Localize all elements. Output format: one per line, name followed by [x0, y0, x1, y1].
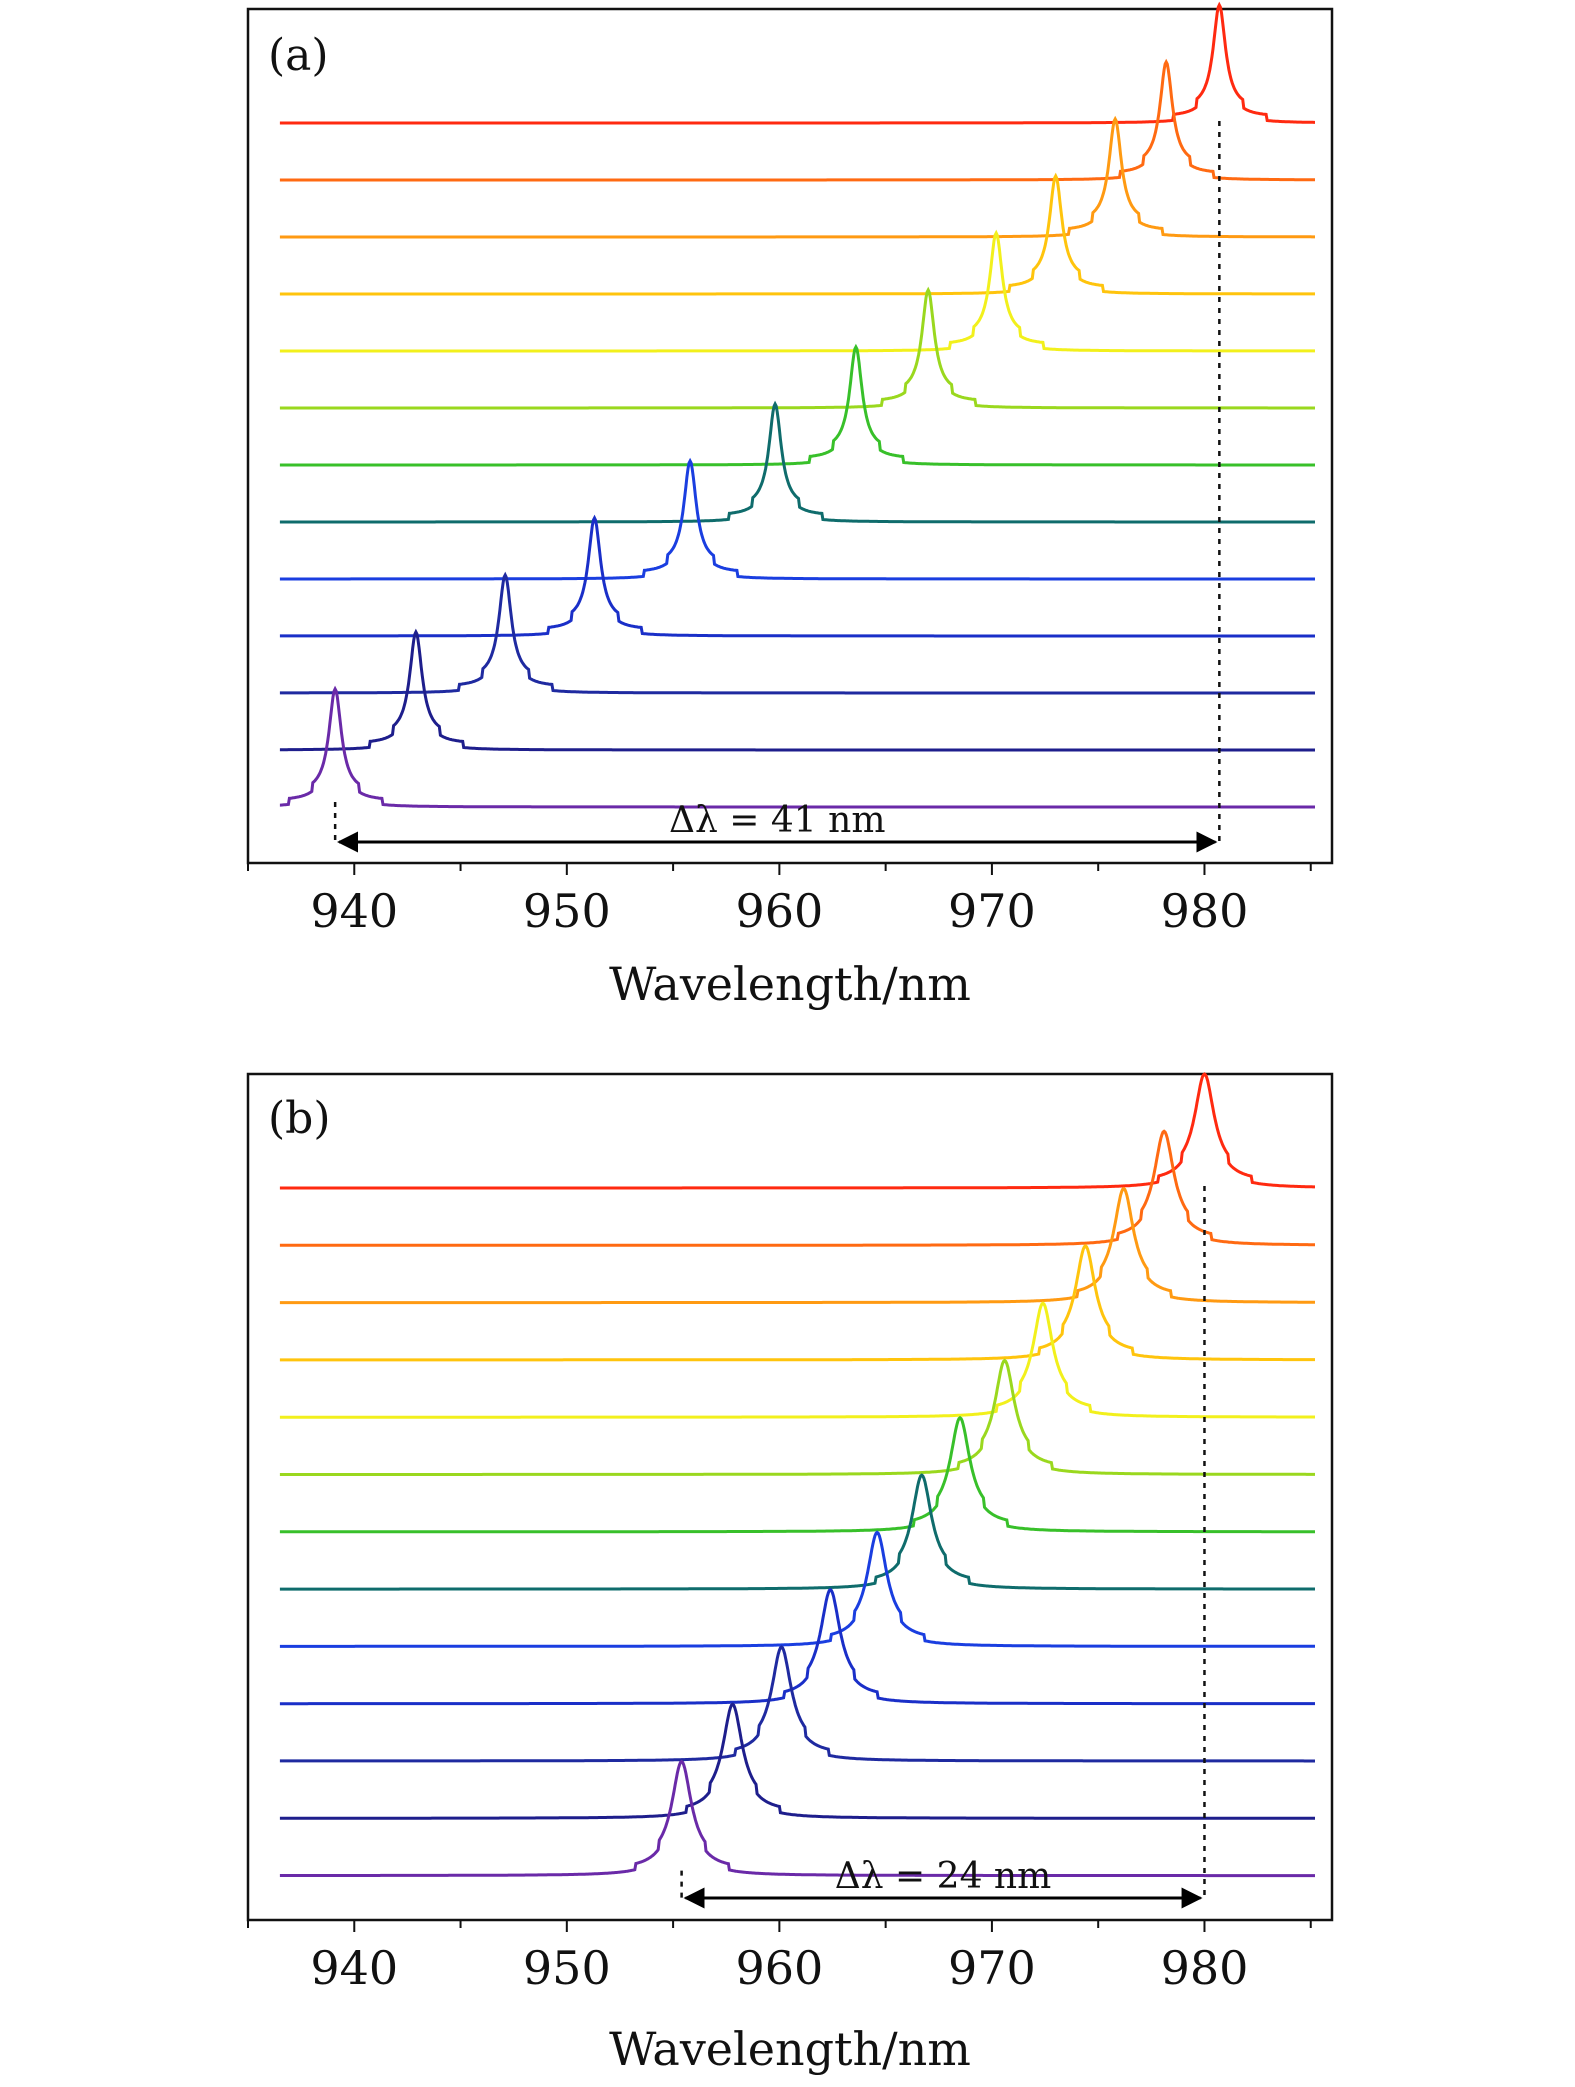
spectrum-line-10: [279, 1587, 1315, 1706]
spectrum-line-8: [279, 400, 1315, 524]
spectrum-line-4: [279, 172, 1315, 296]
spectrum-line-2: [279, 58, 1315, 182]
spectrum-line-6: [279, 286, 1315, 410]
x-tick-label: 960: [735, 884, 823, 938]
spectrum-line-5: [279, 229, 1315, 353]
spectrum-line-9: [279, 457, 1315, 581]
spectrum-line-9: [279, 1530, 1315, 1648]
x-axis-title: Wavelength/nm: [609, 957, 971, 1011]
spectrum-line-8: [279, 1473, 1315, 1591]
x-tick-label: 950: [523, 884, 611, 938]
spectrum-line-4: [279, 1244, 1315, 1362]
x-tick-label: 940: [310, 1941, 398, 1995]
spectrum-line-10: [279, 514, 1315, 638]
panel-b: (b) Δλ = 24 nm 940 950 960 970 980 Wavelength/n…: [246, 1072, 1334, 2076]
x-axis-title: Wavelength/nm: [609, 2022, 971, 2076]
spectrum-line-3: [279, 115, 1315, 239]
plot-frame: [246, 7, 1334, 865]
panel-label: (b): [268, 1093, 331, 1144]
spectrum-line-13: [279, 1759, 1315, 1878]
spectrum-line-12: [279, 1702, 1315, 1820]
plot-frame: [246, 1072, 1334, 1922]
x-tick-label: 970: [948, 884, 1036, 938]
panel-a: (a) Δλ = 41 nm 940 950 960 970 980 Wavelength/n…: [246, 1, 1334, 1011]
spectrum-line-1: [279, 1, 1315, 125]
spectrum-line-5: [279, 1301, 1315, 1419]
delta-label: Δλ = 24 nm: [835, 1856, 1051, 1897]
x-tick-label: 980: [1161, 1941, 1249, 1995]
spectrum-line-1: [279, 1072, 1315, 1190]
spectrum-line-6: [279, 1358, 1315, 1476]
x-tick-label: 950: [523, 1941, 611, 1995]
x-tick-label: 960: [735, 1941, 823, 1995]
spectrum-line-7: [279, 343, 1315, 467]
x-tick-label: 940: [310, 884, 398, 938]
spectrum-line-2: [279, 1129, 1315, 1247]
spectrum-line-11: [279, 571, 1315, 695]
x-tick-label: 970: [948, 1941, 1036, 1995]
panel-label: (a): [268, 30, 329, 81]
delta-label: Δλ = 41 nm: [669, 800, 885, 841]
spectrum-line-7: [279, 1415, 1315, 1534]
spectrum-line-12: [279, 628, 1315, 752]
spectrum-line-3: [279, 1186, 1315, 1305]
x-tick-label: 980: [1161, 884, 1249, 938]
spectrum-line-13: [279, 685, 1315, 809]
spectrum-line-11: [279, 1645, 1315, 1763]
